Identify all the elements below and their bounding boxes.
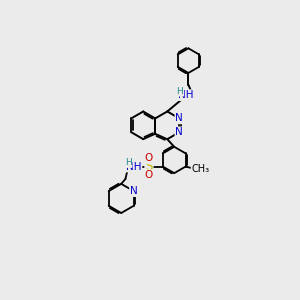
Text: O: O — [145, 153, 153, 163]
Text: N: N — [176, 113, 183, 123]
Text: N: N — [176, 127, 183, 137]
Text: S: S — [145, 160, 153, 173]
Text: N: N — [130, 186, 138, 196]
Text: NH: NH — [178, 90, 194, 100]
Text: H: H — [177, 87, 183, 96]
Text: O: O — [145, 170, 153, 180]
Text: H: H — [125, 158, 132, 167]
Text: CH₃: CH₃ — [191, 164, 210, 174]
Text: NH: NH — [126, 162, 142, 172]
